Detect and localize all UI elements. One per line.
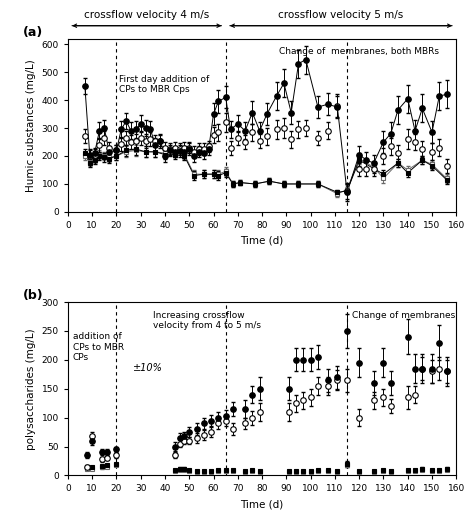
X-axis label: Time (d): Time (d) (241, 235, 284, 246)
Text: addition of
CPs to MBR
CPs: addition of CPs to MBR CPs (73, 332, 124, 362)
Text: (b): (b) (23, 289, 44, 302)
Y-axis label: Humic substances (mg/L): Humic substances (mg/L) (26, 59, 36, 192)
Y-axis label: polysaccharides (mg/L): polysaccharides (mg/L) (26, 328, 36, 450)
Text: Increasing crossflow
velocity from 4 to 5 m/s: Increasing crossflow velocity from 4 to … (153, 311, 261, 330)
Text: (a): (a) (23, 26, 44, 39)
X-axis label: Time (d): Time (d) (241, 499, 284, 509)
Text: First day addition of
CPs to MBR Cps: First day addition of CPs to MBR Cps (119, 75, 209, 94)
Text: Change of  membranes, both MBRs: Change of membranes, both MBRs (279, 47, 439, 56)
Text: crossflow velocity 4 m/s: crossflow velocity 4 m/s (84, 10, 209, 20)
Text: ±10%: ±10% (133, 363, 163, 373)
Text: crossflow velocity 5 m/s: crossflow velocity 5 m/s (278, 10, 403, 20)
Text: Change of membranes: Change of membranes (352, 311, 455, 320)
